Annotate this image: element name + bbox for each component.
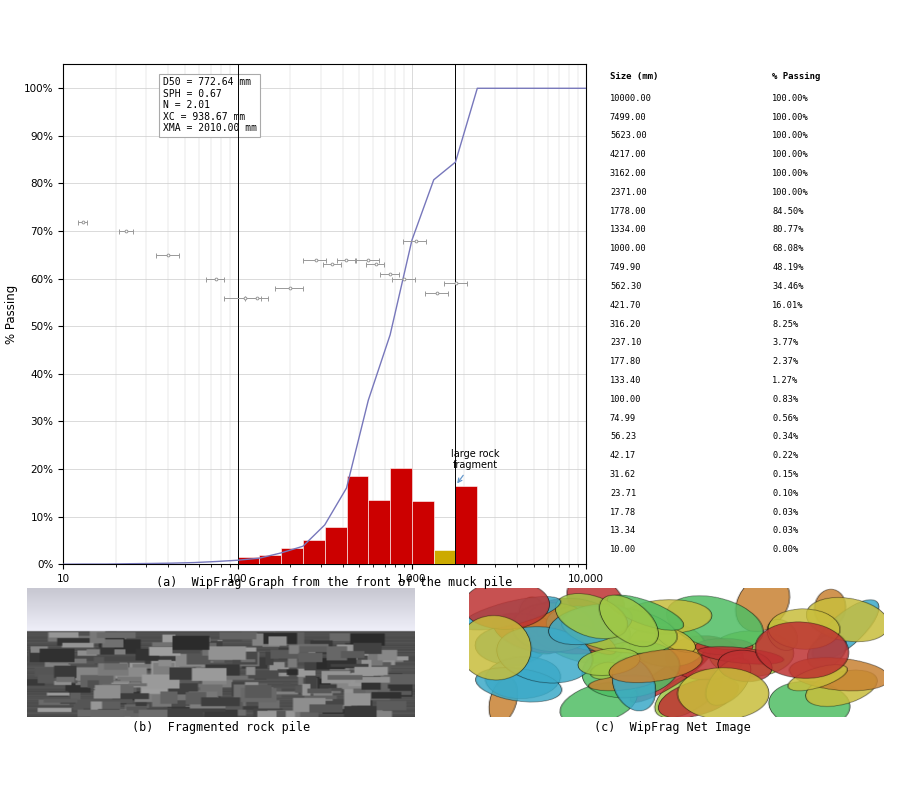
Text: 0.03%: 0.03% — [772, 508, 798, 517]
Text: Size (mm): Size (mm) — [610, 72, 658, 81]
Bar — [391, 468, 412, 564]
Text: 100.00%: 100.00% — [772, 93, 809, 103]
Bar — [237, 557, 260, 564]
Text: 56.23: 56.23 — [610, 432, 636, 442]
Text: 42.17: 42.17 — [610, 451, 636, 460]
Text: (a)  WipFrag Graph from the front of the muck pile: (a) WipFrag Graph from the front of the … — [156, 576, 511, 589]
Text: large rock
fragment: large rock fragment — [451, 449, 499, 482]
Text: (c)  WipFrag Net Image: (c) WipFrag Net Image — [594, 721, 750, 734]
Bar — [346, 476, 368, 564]
Text: % Passing: % Passing — [772, 72, 821, 81]
Text: 3.77%: 3.77% — [772, 339, 798, 347]
Text: 133.40: 133.40 — [610, 376, 641, 385]
Text: 48.19%: 48.19% — [772, 263, 804, 272]
Bar — [368, 500, 391, 564]
Text: 0.22%: 0.22% — [772, 451, 798, 460]
Text: 0.00%: 0.00% — [772, 546, 798, 555]
Text: 10.00: 10.00 — [610, 546, 636, 555]
Bar — [434, 550, 456, 564]
Bar — [456, 486, 477, 564]
Text: 1000.00: 1000.00 — [610, 244, 647, 253]
Text: 5623.00: 5623.00 — [610, 131, 647, 140]
Text: 31.62: 31.62 — [610, 470, 636, 479]
Text: 34.46%: 34.46% — [772, 282, 804, 291]
Text: 84.50%: 84.50% — [772, 206, 804, 216]
Text: 80.77%: 80.77% — [772, 226, 804, 235]
Text: 100.00%: 100.00% — [772, 150, 809, 160]
Bar — [303, 540, 325, 564]
Bar — [260, 555, 281, 564]
Text: 17.78: 17.78 — [610, 508, 636, 517]
Text: 562.30: 562.30 — [610, 282, 641, 291]
X-axis label: Size (mm): Size (mm) — [295, 589, 354, 602]
Text: 0.83%: 0.83% — [772, 395, 798, 404]
Text: 316.20: 316.20 — [610, 319, 641, 329]
Y-axis label: % Passing: % Passing — [5, 285, 18, 344]
Text: 100.00%: 100.00% — [772, 169, 809, 178]
Text: 1.27%: 1.27% — [772, 376, 798, 385]
Text: 68.08%: 68.08% — [772, 244, 804, 253]
Text: 1334.00: 1334.00 — [610, 226, 647, 235]
Text: 74.99: 74.99 — [610, 413, 636, 422]
Text: 100.00: 100.00 — [610, 395, 641, 404]
Text: 237.10: 237.10 — [610, 339, 641, 347]
Text: 2371.00: 2371.00 — [610, 188, 647, 197]
Text: 2.37%: 2.37% — [772, 357, 798, 366]
Text: 0.03%: 0.03% — [772, 526, 798, 535]
Text: D50 = 772.64 mm
SPH = 0.67
N = 2.01
XC = 938.67 mm
XMA = 2010.00 mm: D50 = 772.64 mm SPH = 0.67 N = 2.01 XC =… — [162, 77, 256, 133]
Text: 100.00%: 100.00% — [772, 113, 809, 122]
Text: 10000.00: 10000.00 — [610, 93, 652, 103]
Bar — [412, 501, 434, 564]
Text: (b)  Fragmented rock pile: (b) Fragmented rock pile — [132, 721, 310, 734]
Bar — [281, 547, 303, 564]
Text: 1778.00: 1778.00 — [610, 206, 647, 216]
Text: 3162.00: 3162.00 — [610, 169, 647, 178]
Text: 0.56%: 0.56% — [772, 413, 798, 422]
Text: 23.71: 23.71 — [610, 489, 636, 498]
Text: 0.15%: 0.15% — [772, 470, 798, 479]
Text: 177.80: 177.80 — [610, 357, 641, 366]
Text: 7499.00: 7499.00 — [610, 113, 647, 122]
Text: 13.34: 13.34 — [610, 526, 636, 535]
Text: 749.90: 749.90 — [610, 263, 641, 272]
Text: 16.01%: 16.01% — [772, 301, 804, 310]
Text: 0.34%: 0.34% — [772, 432, 798, 442]
Text: 0.10%: 0.10% — [772, 489, 798, 498]
Text: 4217.00: 4217.00 — [610, 150, 647, 160]
Text: 100.00%: 100.00% — [772, 131, 809, 140]
Text: 100.00%: 100.00% — [772, 188, 809, 197]
Text: 8.25%: 8.25% — [772, 319, 798, 329]
Text: 421.70: 421.70 — [610, 301, 641, 310]
Bar — [325, 527, 346, 564]
